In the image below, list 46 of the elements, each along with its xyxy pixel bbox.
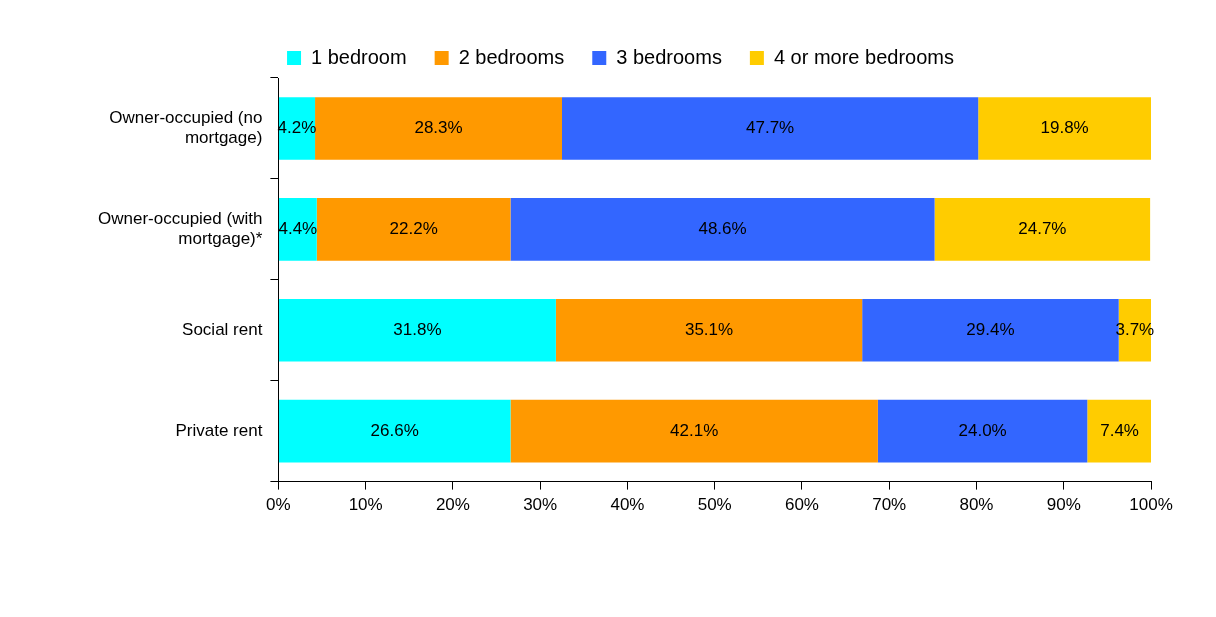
y-tick-label: Owner-occupied (with mortgage)*: [97, 208, 263, 249]
legend-label: 2 bedrooms: [458, 45, 565, 68]
x-tick-label: 40%: [610, 495, 645, 515]
y-tick-label: Owner-occupied (no mortgage): [109, 107, 263, 148]
bar: [278, 298, 556, 362]
data-label: 47.7%: [746, 118, 795, 138]
data-label: 7.4%: [1100, 420, 1139, 440]
data-label: 22.2%: [389, 219, 438, 239]
x-tick-label: 20%: [435, 495, 470, 515]
legend-label: 3 bedrooms: [616, 45, 722, 68]
x-tick-label: 90%: [1046, 495, 1081, 515]
data-label: 26.6%: [370, 420, 419, 440]
x-tick-label: 10%: [348, 495, 383, 515]
bar: [510, 399, 878, 463]
data-label: 31.8%: [393, 319, 442, 339]
y-tick-label: Private rent: [175, 420, 263, 440]
legend-label: 1 bedroom: [311, 45, 407, 68]
data-label: 29.4%: [966, 319, 1015, 339]
bar: [1087, 399, 1151, 463]
legend-label: 4 or more bedrooms: [773, 45, 954, 68]
data-label: 19.8%: [1040, 118, 1089, 138]
bar: [877, 399, 1088, 463]
y-tick-label: Social rent: [182, 319, 263, 339]
data-label: 24.7%: [1018, 219, 1067, 239]
data-label: 28.3%: [414, 118, 463, 138]
data-label: 48.6%: [698, 219, 747, 239]
bar: [561, 97, 979, 160]
bar: [510, 198, 935, 261]
x-tick-label: 50%: [697, 495, 732, 515]
data-label: 4.4%: [278, 219, 318, 239]
bar: [934, 198, 1151, 261]
bar: [315, 97, 562, 160]
x-tick-label: 0%: [266, 495, 291, 515]
data-label: 42.1%: [670, 420, 719, 440]
x-tick-label: 80%: [959, 495, 994, 515]
bar: [278, 399, 511, 463]
bar: [278, 198, 317, 261]
x-tick-label: 30%: [523, 495, 558, 515]
x-tick-label: 60%: [784, 495, 819, 515]
bar: [316, 198, 511, 261]
bar: [555, 298, 863, 362]
data-label: 24.0%: [958, 420, 1007, 440]
data-label: 35.1%: [684, 319, 734, 339]
x-tick-label: 100%: [1129, 495, 1173, 515]
bar: [978, 97, 1151, 160]
x-tick-label: 70%: [872, 495, 907, 515]
